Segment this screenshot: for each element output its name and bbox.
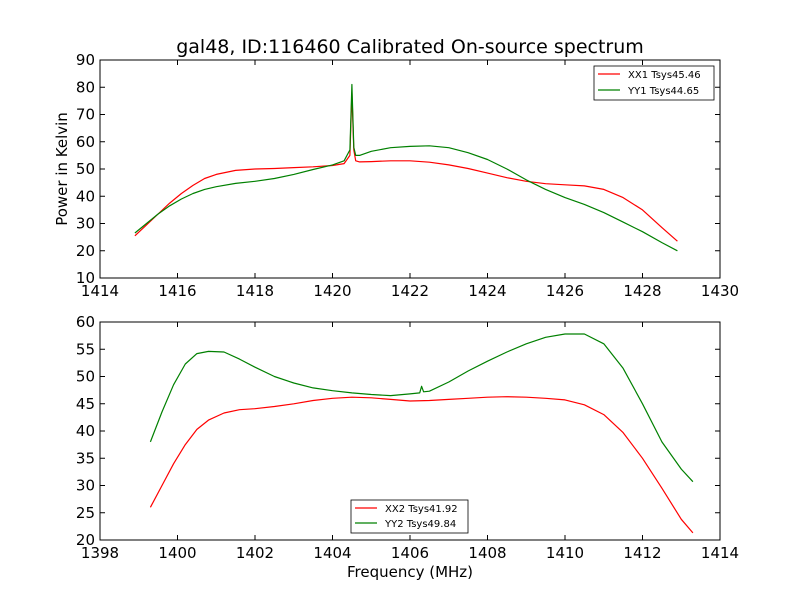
legend-label-xx1: XX1 Tsys45.46	[628, 70, 701, 81]
bottom-y-tick-label: 55	[76, 340, 95, 358]
bottom-x-tick-label: 1408	[468, 544, 506, 562]
bottom-x-tick-label: 1410	[546, 544, 584, 562]
bottom-series-line-xx2	[149, 396, 694, 534]
legend-label-yy2: YY2 Tsys49.84	[384, 519, 456, 530]
bottom-series-line-yy2	[149, 333, 694, 483]
top-x-tick-label: 1426	[546, 282, 584, 300]
bottom-x-tick-label: 1404	[313, 544, 351, 562]
top-legend: XX1 Tsys45.46 YY1 Tsys44.65	[593, 65, 715, 101]
top-x-tick-label: 1418	[236, 282, 274, 300]
bottom-x-tick-label: 1406	[391, 544, 429, 562]
bottom-legend-box	[350, 499, 469, 534]
bottom-y-tick-label: 35	[76, 449, 95, 467]
bottom-series-group	[149, 333, 694, 534]
legend-label-xx2: XX2 Tsys41.92	[385, 504, 458, 515]
bottom-y-tick-label: 60	[76, 313, 95, 331]
top-y-tick-label: 30	[76, 215, 95, 233]
top-axis-ticks: 1414 1416 1418 1420 1422 1424 1426 1428 1430 10 20…	[76, 51, 739, 300]
bottom-x-tick-label: 1402	[236, 544, 274, 562]
top-series-line-xx1	[134, 92, 678, 242]
top-y-tick-label: 60	[76, 133, 95, 151]
top-y-tick-label: 40	[76, 187, 95, 205]
bottom-legend: XX2 Tsys41.92 YY2 Tsys49.84	[350, 499, 469, 534]
top-x-tick-label: 1420	[313, 282, 351, 300]
bottom-y-tick-label: 45	[76, 395, 95, 413]
legend-label-yy1: YY1 Tsys44.65	[627, 86, 699, 97]
bottom-axis-ticks: 1398 1400 1402 1404 1406 1408 1410 1412 1414 20 25…	[76, 313, 739, 562]
top-x-tick-label: 1428	[623, 282, 661, 300]
top-x-tick-label: 1424	[468, 282, 506, 300]
top-y-tick-label: 90	[76, 51, 95, 69]
top-legend-box	[593, 65, 715, 101]
bottom-x-tick-label: 1398	[81, 544, 119, 562]
bottom-panel: 1398 1400 1402 1404 1406 1408 1410 1412 1414 20 25…	[76, 313, 739, 581]
top-y-tick-label: 50	[76, 160, 95, 178]
top-y-axis-label: Power in Kelvin	[53, 112, 71, 226]
bottom-y-tick-label: 25	[76, 504, 95, 522]
top-series-group	[134, 83, 678, 252]
top-y-tick-label: 70	[76, 106, 95, 124]
bottom-x-tick-label: 1412	[623, 544, 661, 562]
bottom-x-tick-label: 1414	[701, 544, 739, 562]
top-y-tick-label: 80	[76, 78, 95, 96]
top-y-tick-label: 10	[76, 269, 95, 287]
bottom-y-tick-label: 30	[76, 477, 95, 495]
top-x-tick-label: 1416	[158, 282, 196, 300]
top-panel: 1414 1416 1418 1420 1422 1424 1426 1428 1430 10 20…	[53, 51, 739, 300]
bottom-x-axis-label: Frequency (MHz)	[347, 563, 473, 581]
top-series-line-yy1	[134, 83, 678, 252]
bottom-y-tick-label: 50	[76, 368, 95, 386]
chart-title: gal48, ID:116460 Calibrated On-source sp…	[176, 36, 644, 58]
bottom-y-tick-label: 20	[76, 531, 95, 549]
top-x-tick-label: 1422	[391, 282, 429, 300]
bottom-x-tick-label: 1400	[158, 544, 196, 562]
top-y-tick-label: 20	[76, 242, 95, 260]
top-x-tick-label: 1414	[81, 282, 119, 300]
top-x-tick-label: 1430	[701, 282, 739, 300]
bottom-y-tick-label: 40	[76, 422, 95, 440]
